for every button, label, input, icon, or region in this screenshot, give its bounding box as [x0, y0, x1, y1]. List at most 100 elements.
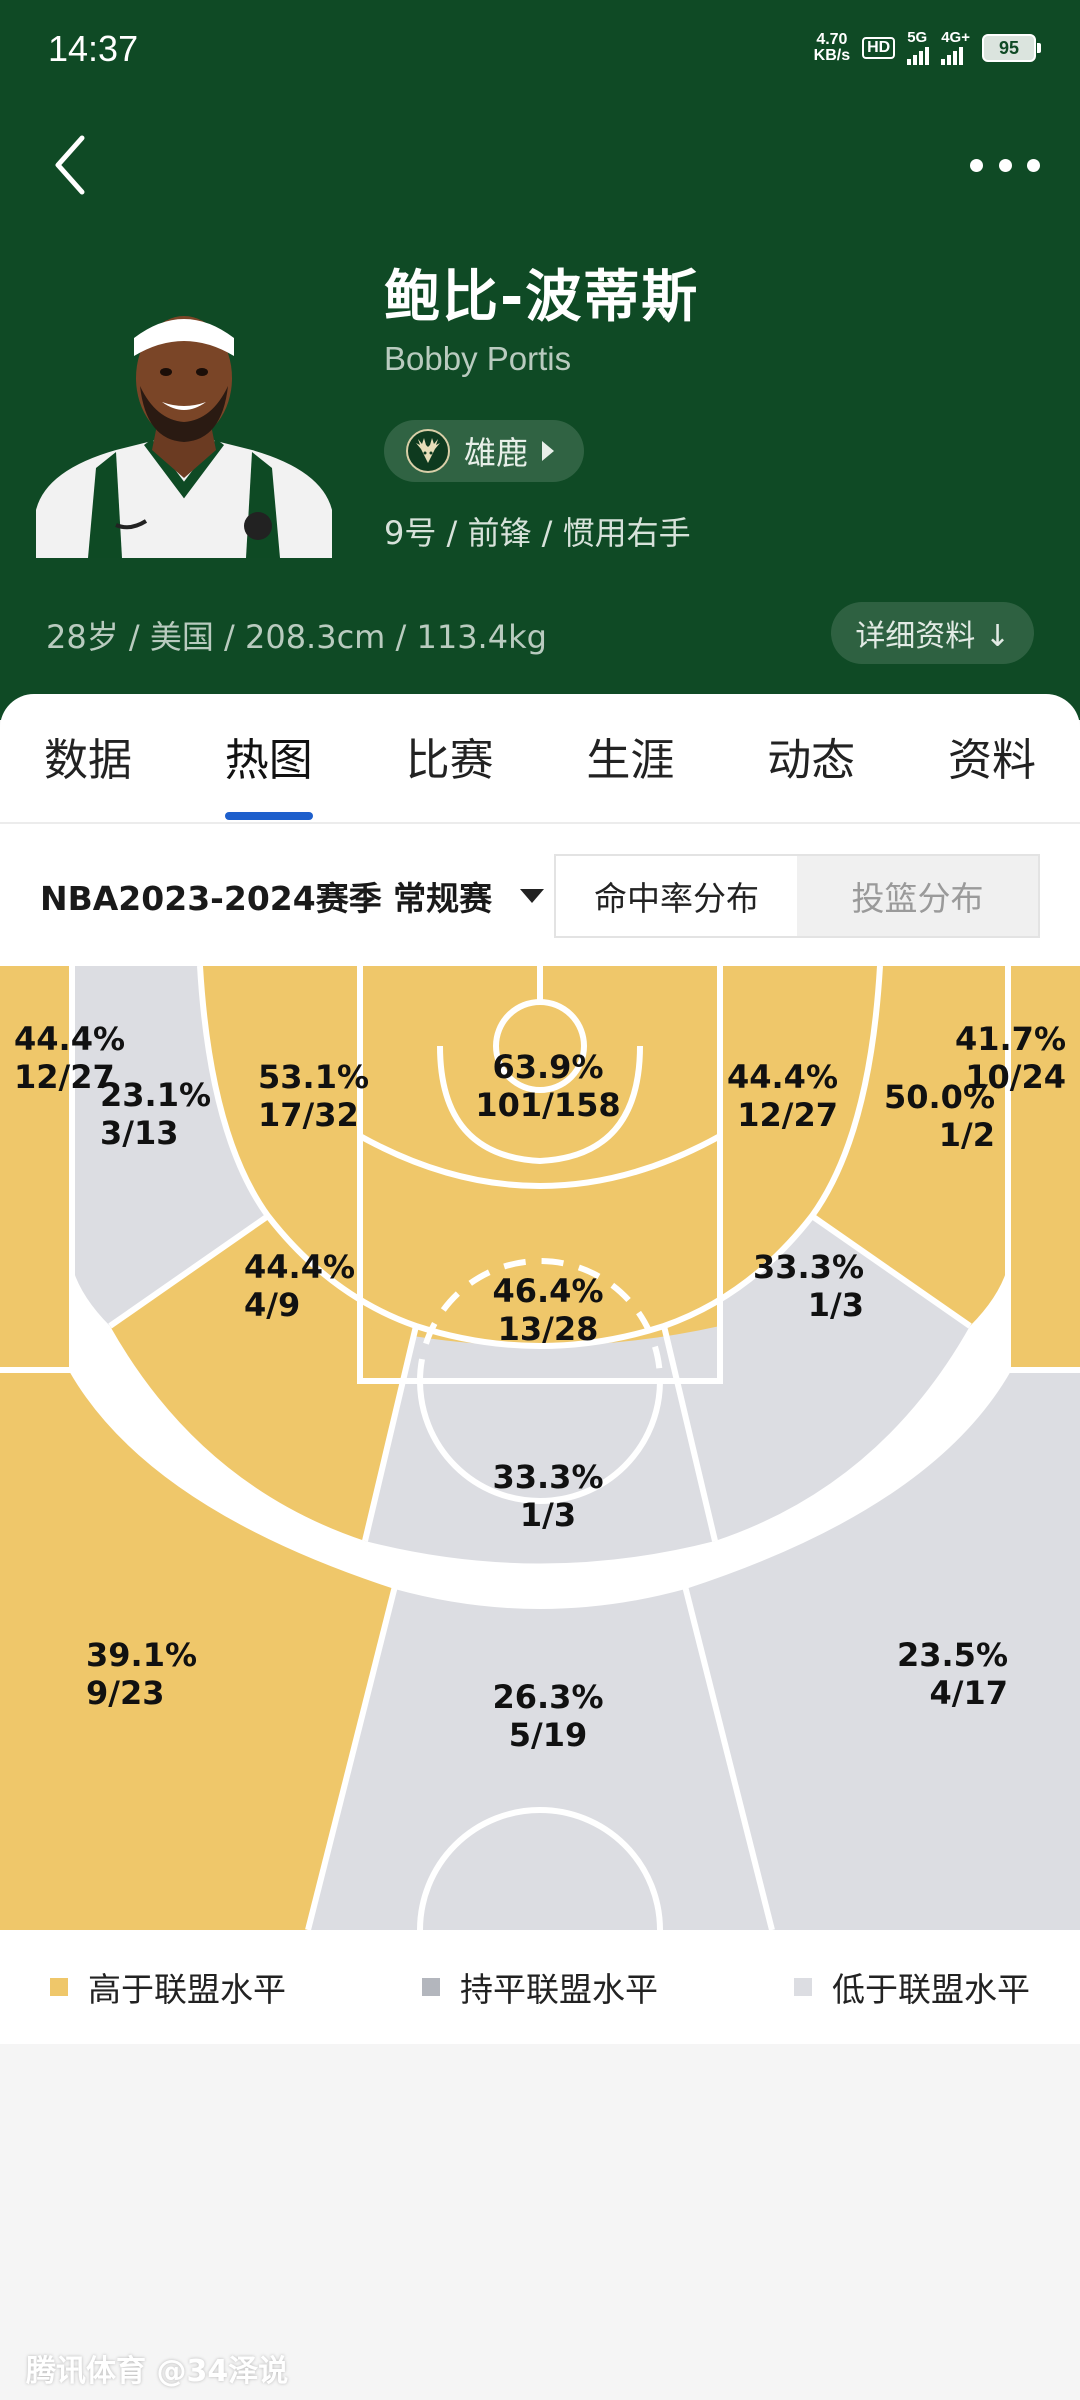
fg-percentage-toggle[interactable]: 命中率分布 — [556, 856, 797, 936]
hd-voice-icon: HD — [862, 36, 896, 59]
zone-pct-left-baseline-mid: 23.1% — [100, 1076, 211, 1114]
battery-icon: 95 — [982, 33, 1041, 62]
paint-lines — [357, 966, 723, 1384]
zone-top-three — [308, 1586, 772, 1930]
legend-above-swatch — [50, 1978, 68, 1996]
tab-data[interactable]: 数据 — [44, 735, 132, 786]
network-speed: 4.70 KB/s — [813, 30, 851, 64]
zone-made-right-corner-three: 10/24 — [965, 1058, 1066, 1096]
halfcourt-circle — [417, 1807, 663, 1930]
chevron-left-icon — [55, 135, 85, 195]
player-avatar — [36, 300, 332, 558]
season-dropdown[interactable]: NBA2023-2024赛季 常规赛 — [40, 872, 545, 920]
more-options-button[interactable] — [970, 145, 1040, 185]
divider-right-elbow — [810, 1213, 972, 1329]
zone-right-mid — [664, 966, 880, 1326]
zone-pct-left-elbow-mid: 44.4% — [244, 1248, 355, 1286]
more-dot-icon — [1027, 158, 1040, 172]
zone-left-elbow-mid — [110, 1216, 416, 1541]
season-label: NBA2023-2024赛季 常规赛 — [40, 879, 493, 918]
sim1-label: 5G — [907, 29, 928, 46]
legend-above-label: 高于联盟水平 — [88, 1970, 286, 2009]
free-throw-circle-top — [417, 1258, 663, 1382]
tab-heatmap-label: 热图 — [224, 735, 313, 786]
zone-right-baseline-mid — [812, 966, 1008, 1326]
restricted-arc — [358, 1133, 722, 1189]
tab-heatmap[interactable]: 热图 — [224, 724, 313, 820]
zone-left-baseline-mid — [72, 966, 268, 1326]
zone-left-mid — [200, 966, 416, 1326]
player-header: 14:37 4.70 KB/s HD 5G 4G+ 95 — [0, 0, 1080, 720]
play-arrow-icon — [542, 441, 555, 461]
divider-right-key — [661, 1325, 718, 1542]
zone-made-left-baseline-mid: 3/13 — [100, 1114, 178, 1152]
court-svg: 44.4%12/2723.1%3/1353.1%17/3263.9%101/15… — [0, 966, 1080, 1930]
zone-made-restricted-area: 101/158 — [475, 1086, 620, 1124]
zone-made-right-mid: 12/27 — [737, 1096, 838, 1134]
status-icons: 4.70 KB/s HD 5G 4G+ 95 — [813, 29, 1041, 65]
active-tab-indicator — [224, 812, 313, 820]
zone-paint-non-ra — [360, 1136, 720, 1346]
legend-equal-swatch — [422, 1978, 440, 1996]
zone-pct-right-elbow-mid: 33.3% — [753, 1248, 864, 1286]
player-physical: 28岁 / 美国 / 208.3cm / 113.4kg — [46, 618, 547, 656]
zone-pct-right-corner-three: 41.7% — [955, 1020, 1066, 1058]
back-button[interactable] — [46, 130, 98, 200]
legend-below: 低于联盟水平 — [794, 1963, 1030, 2011]
team-link[interactable]: 雄鹿 — [384, 420, 585, 482]
filter-row: NBA2023-2024赛季 常规赛 命中率分布 投篮分布 — [0, 824, 1080, 966]
zone-made-right-wing-three: 4/17 — [930, 1674, 1008, 1712]
shot-distribution-toggle[interactable]: 投篮分布 — [797, 856, 1038, 936]
player-name-en: Bobby Portis — [384, 340, 572, 377]
player-info: 9号 / 前锋 / 惯用右手 — [384, 514, 691, 552]
zone-made-left-elbow-mid: 4/9 — [244, 1286, 300, 1324]
legend-equal: 持平联盟水平 — [422, 1963, 658, 2011]
shot-heatmap: 44.4% 12/27 23.1% 3/13 53.1% 17/32 63.9% 101/15… — [0, 966, 1080, 1930]
zone-right-wing-three — [685, 1370, 1080, 1930]
zone-right-corner-three — [1008, 966, 1080, 1370]
watermark: 腾讯体育 @34泽说 — [26, 2354, 289, 2389]
zone-restricted-area — [360, 966, 720, 1186]
zone-top-key-mid — [365, 1326, 715, 1564]
legend-below-swatch — [794, 1978, 812, 1996]
divider-left-key — [362, 1325, 419, 1542]
view-toggle: 命中率分布 投篮分布 — [554, 854, 1040, 938]
zone-pct-top-key-mid: 33.3% — [492, 1458, 603, 1496]
player-name-cn: 鲍比-波蒂斯 — [384, 265, 700, 330]
zone-made-left-corner-three: 12/27 — [14, 1058, 115, 1096]
status-time: 14:37 — [48, 28, 139, 69]
tab-games[interactable]: 比赛 — [405, 735, 494, 786]
legend-below-label: 低于联盟水平 — [832, 1970, 1030, 2009]
divider-left-elbow — [108, 1213, 270, 1329]
tab-career[interactable]: 生涯 — [586, 735, 675, 786]
sim1-signal-icon: 5G — [907, 29, 930, 65]
tab-bar: 数据 热图 比赛 生涯 动态 资料 — [0, 694, 1080, 824]
network-speed-value: 4.70 — [816, 30, 848, 48]
free-throw-circle-bottom — [417, 1380, 663, 1504]
legend: 高于联盟水平 持平联盟水平 低于联盟水平 — [0, 1930, 1080, 2044]
zone-pct-right-baseline-mid: 50.0% — [884, 1078, 995, 1116]
zone-pct-left-wing-three: 39.1% — [86, 1636, 197, 1674]
zone-pct-left-corner-three: 44.4% — [14, 1020, 125, 1058]
legend-equal-label: 持平联盟水平 — [460, 1970, 658, 2009]
legend-above: 高于联盟水平 — [50, 1963, 286, 2011]
zone-right-elbow-mid — [664, 1216, 970, 1541]
divider-right-three — [682, 1585, 775, 1930]
sim2-signal-icon: 4G+ — [941, 30, 970, 65]
detail-info-button[interactable]: 详细资料 ↓ — [831, 602, 1034, 664]
zone-pct-paint-non-ra: 46.4% — [492, 1272, 603, 1310]
zone-made-right-baseline-mid: 1/2 — [939, 1116, 995, 1154]
more-dot-icon — [998, 158, 1012, 172]
tab-news[interactable]: 动态 — [767, 735, 856, 786]
zone-made-left-wing-three: 9/23 — [86, 1674, 164, 1712]
zone-made-right-elbow-mid: 1/3 — [808, 1286, 864, 1324]
three-point-arc — [69, 1368, 1011, 1609]
bucks-logo-icon — [406, 429, 450, 473]
network-speed-unit: KB/s — [813, 46, 851, 64]
zone-made-left-mid: 17/32 — [258, 1096, 359, 1134]
zone-pct-top-three: 26.3% — [492, 1678, 603, 1716]
tab-profile[interactable]: 资料 — [947, 735, 1036, 786]
zone-made-paint-non-ra: 13/28 — [498, 1310, 599, 1348]
zone-pct-right-wing-three: 23.5% — [897, 1636, 1008, 1674]
zone-left-wing-three — [0, 1370, 395, 1930]
